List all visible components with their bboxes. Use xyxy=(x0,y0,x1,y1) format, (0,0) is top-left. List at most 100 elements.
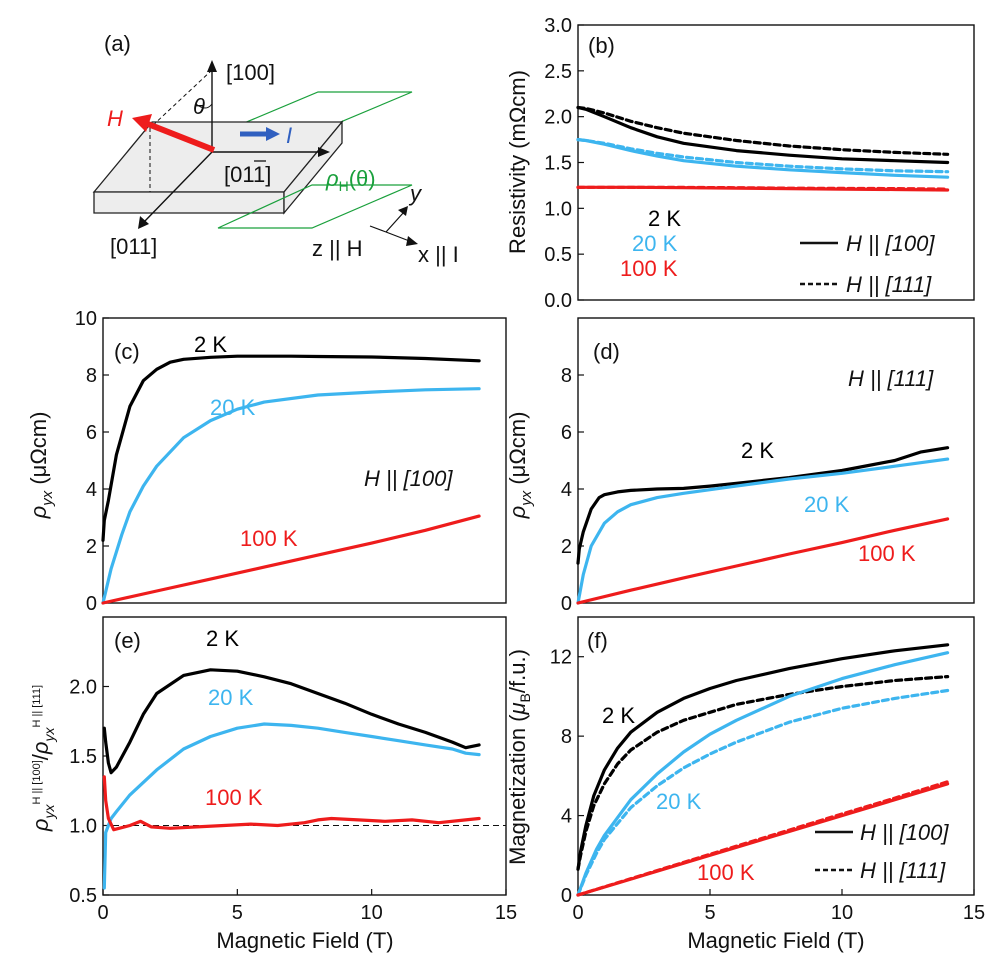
y-label-b: Resistivity (mΩcm) xyxy=(505,70,530,254)
dir-100-label: [100] xyxy=(226,60,275,85)
series-line-e-100-k xyxy=(102,775,481,832)
legend-b-100: H || [100] xyxy=(846,231,935,256)
frame-d xyxy=(577,317,975,604)
x-tick-label-f: 15 xyxy=(963,902,985,924)
y-tick-label-d: 0 xyxy=(561,593,572,615)
y-tick-label-b: 2.0 xyxy=(544,107,572,129)
anno-f-100K: 100 K xyxy=(697,860,755,885)
y-tick-label-f: 12 xyxy=(550,647,572,669)
x-label-f: Magnetic Field (T) xyxy=(687,928,864,953)
x-tick-label-e: 0 xyxy=(97,902,108,924)
legend-f-111: H || [111] xyxy=(860,858,946,883)
x-ticks-e: 0 5 10 15 xyxy=(97,889,517,924)
y-tick-label-e: 2.0 xyxy=(69,677,97,699)
anno-c-field: H || [100] xyxy=(364,466,453,491)
series-d xyxy=(576,446,950,605)
series-line-c-2-k xyxy=(101,354,481,542)
current-I-label: I xyxy=(286,123,292,148)
y-tick-label-b: 3.0 xyxy=(544,15,572,37)
y-tick-label-b: 0.0 xyxy=(544,290,572,312)
series-line-f-20-k-h-100- xyxy=(576,651,950,897)
axis-100-arrowhead xyxy=(207,60,217,72)
series-f xyxy=(576,643,950,897)
anno-c-20K: 20 K xyxy=(210,395,256,420)
panel-b-resistivity: 0.0 0.5 1.0 1.5 2.0 2.5 3.0 (b) Resistivity (m… xyxy=(505,15,975,312)
anno-e-20K: 20 K xyxy=(208,685,254,710)
frame-y-axis xyxy=(385,211,405,233)
y-tick-label-b: 1.5 xyxy=(544,153,572,175)
series-c xyxy=(101,354,481,605)
series-line-d-2-k xyxy=(576,446,950,565)
series-line-f-2-k-h-100- xyxy=(576,643,950,871)
panel-c-hall-100: 0 2 4 6 8 10 (c) ρyx (μΩcm) 2 K 20 K 100 K H … xyxy=(26,308,507,615)
x-tick-label-e: 10 xyxy=(361,902,383,924)
y-tick-label-b: 2.5 xyxy=(544,61,572,83)
series-line-b-2-k-h-100- xyxy=(576,105,950,165)
axis-011-line xyxy=(143,151,213,223)
y-tick-label-c: 2 xyxy=(86,536,97,558)
y-ticks-e: 0.5 1.0 1.5 2.0 xyxy=(69,677,109,907)
anno-e-100K: 100 K xyxy=(205,785,263,810)
sample-slab-front xyxy=(93,191,285,214)
y-tick-label-f: 0 xyxy=(561,885,572,907)
frame-f xyxy=(577,616,975,896)
panel-a-schematic: (a) [100] θ [011] [011] H I ρH(θ xyxy=(92,31,459,267)
dir-0-11-label: [011] xyxy=(224,162,271,187)
y-tick-label-d: 2 xyxy=(561,536,572,558)
y-tick-label-d: 6 xyxy=(561,422,572,444)
series-line-e-20-k xyxy=(102,722,481,890)
axis-011-arrowhead xyxy=(138,216,149,229)
frame-x-label: x || I xyxy=(418,242,459,267)
y-label-d: ρyx (μΩcm) xyxy=(505,412,535,520)
series-b xyxy=(576,105,950,192)
anno-d-20K: 20 K xyxy=(804,492,850,517)
panel-e-ratio: 0.5 1.0 1.5 2.0 0 5 10 15 (e) ρyxH || [100]/ρy… xyxy=(28,616,517,953)
series-line-d-100-k xyxy=(576,517,950,605)
y-tick-label-f: 8 xyxy=(561,726,572,748)
y-ticks-d: 0 2 4 6 8 xyxy=(561,365,584,615)
panel-f-magnetization: 0 4 8 12 0 5 10 15 (f) Magnetization (μB/f.u.)… xyxy=(505,616,985,953)
panel-d-label: (d) xyxy=(593,339,620,364)
theta-arc xyxy=(195,103,213,109)
frame-z-axis xyxy=(369,225,387,233)
series-line-c-100-k xyxy=(101,514,481,605)
anno-d-2K: 2 K xyxy=(741,438,774,463)
projection-dash-1 xyxy=(149,69,213,129)
series-line-e-2-k xyxy=(102,668,481,775)
x-tick-label-f: 5 xyxy=(704,902,715,924)
frame-y-label: y xyxy=(408,181,423,206)
series-line-b-2-k-h-111- xyxy=(576,105,950,156)
x-tick-label-e: 15 xyxy=(495,902,517,924)
y-tick-label-d: 8 xyxy=(561,365,572,387)
y-ticks-f: 0 4 8 12 xyxy=(550,647,584,907)
panel-f-label: (f) xyxy=(587,628,608,653)
y-tick-label-e: 1.0 xyxy=(69,816,97,838)
y-ticks-b: 0.0 0.5 1.0 1.5 2.0 2.5 3.0 xyxy=(544,15,584,312)
field-arrow-head xyxy=(132,114,152,132)
anno-d-field: H || [111] xyxy=(848,366,934,391)
frame-x-arrowhead xyxy=(406,236,418,246)
series-line-f-100-k-h-111- xyxy=(576,780,950,897)
frame-y-arrowhead xyxy=(398,206,408,216)
dir-011-label: [011] xyxy=(110,234,157,259)
field-H-label: H xyxy=(107,106,123,131)
series-line-f-20-k-h-111- xyxy=(576,688,950,897)
series-line-d-20-k xyxy=(576,457,950,605)
y-tick-label-c: 4 xyxy=(86,479,97,501)
y-label-e: ρyxH || [100]/ρyxH || [111] xyxy=(28,685,57,832)
y-label-f: Magnetization (μB/f.u.) xyxy=(505,649,533,865)
current-arrow-head xyxy=(266,127,280,141)
anno-e-2K: 2 K xyxy=(206,626,239,651)
theta-label: θ xyxy=(193,94,205,119)
frame-c xyxy=(102,317,507,604)
panel-a-label: (a) xyxy=(104,31,131,56)
anno-b-20K: 20 K xyxy=(632,231,678,256)
series-line-b-100-k-h-111- xyxy=(576,185,950,191)
anno-c-2K: 2 K xyxy=(194,332,227,357)
y-tick-label-e: 0.5 xyxy=(69,885,97,907)
panel-b-label: (b) xyxy=(588,33,615,58)
y-label-c: ρyx (μΩcm) xyxy=(26,412,56,520)
anno-f-2K: 2 K xyxy=(602,703,635,728)
sample-slab-side xyxy=(283,120,343,215)
